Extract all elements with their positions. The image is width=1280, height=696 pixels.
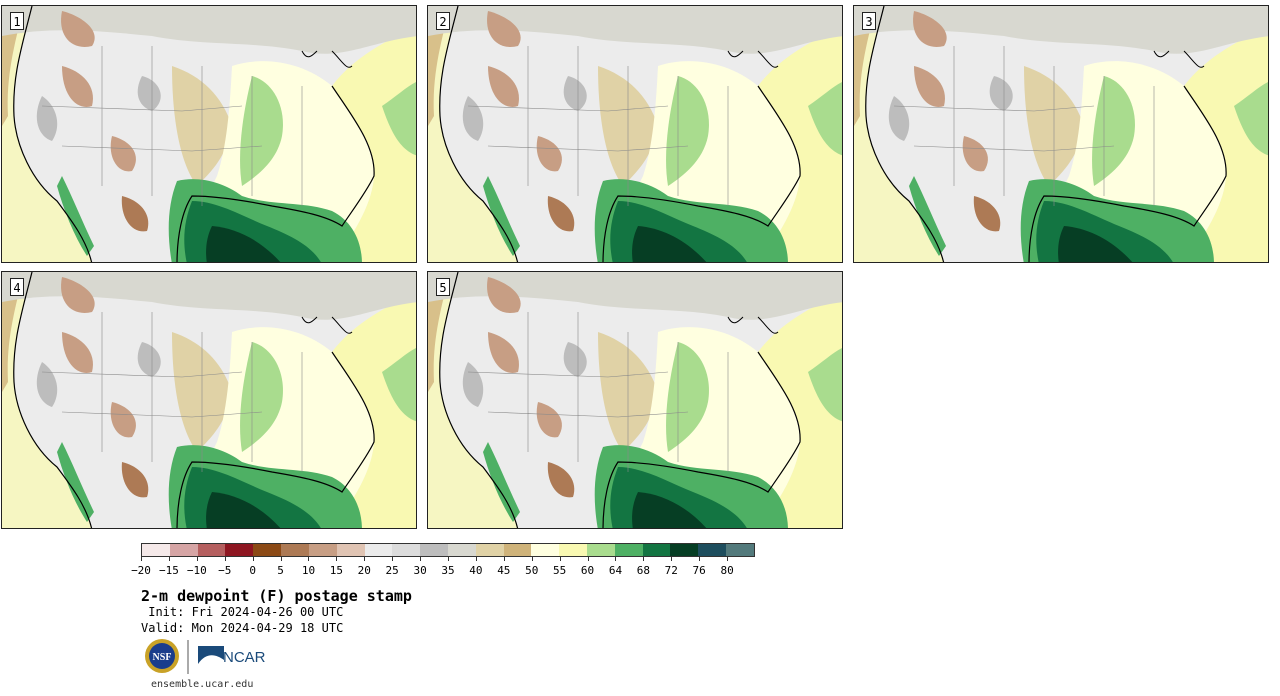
- panel-number: 4: [10, 278, 24, 296]
- colorbar-swatch: [670, 544, 699, 556]
- colorbar-tick-label: 60: [580, 564, 595, 577]
- colorbar-swatch: [642, 544, 671, 556]
- colorbar-swatch: [503, 544, 532, 556]
- colorbar-tick-label: 25: [385, 564, 399, 577]
- colorbar-swatch: [587, 544, 615, 556]
- valid-time: Valid: Mon 2024-04-29 18 UTC: [141, 621, 344, 635]
- panel-number: 3: [862, 12, 876, 30]
- colorbar-tickmark: [531, 557, 533, 561]
- colorbar-tick-label: −5: [218, 564, 232, 577]
- panel-number: 2: [436, 12, 450, 30]
- colorbar-tick-label: 20: [357, 564, 371, 577]
- colorbar-tick-label: −15: [158, 564, 179, 577]
- colorbar-swatch: [364, 544, 393, 556]
- map-panel-2: 2: [427, 5, 843, 263]
- colorbar-tickmark: [224, 557, 226, 561]
- colorbar-tickmark: [587, 557, 589, 561]
- colorbar-swatch: [308, 544, 337, 556]
- colorbar-tick-label: 5: [277, 564, 284, 577]
- colorbar-tickmark: [141, 557, 142, 561]
- colorbar-swatch: [531, 544, 560, 556]
- colorbar-tickmark: [196, 557, 198, 561]
- colorbar-tickmark: [475, 557, 477, 561]
- colorbar-tick-label: 64: [608, 564, 623, 577]
- colorbar-tickmark: [503, 557, 505, 561]
- colorbar-tickmark: [559, 557, 561, 561]
- colorbar-tickmark: [168, 557, 170, 561]
- colorbar-swatch: [475, 544, 504, 556]
- colorbar-tick-label: −10: [186, 564, 207, 577]
- colorbar-swatch: [420, 544, 448, 556]
- dewpoint-colorbar: [141, 543, 755, 557]
- dewpoint-map: [854, 6, 1268, 262]
- map-panel-1: 1: [1, 5, 417, 263]
- colorbar-tick-label: 72: [664, 564, 678, 577]
- map-panel-4: 4: [1, 271, 417, 529]
- colorbar-tick-label: 30: [413, 564, 427, 577]
- chart-title: 2-m dewpoint (F) postage stamp: [141, 587, 412, 605]
- colorbar-swatch: [447, 544, 476, 556]
- colorbar-tick-label: 80: [720, 564, 734, 577]
- colorbar-tickmark: [671, 557, 673, 561]
- dewpoint-map: [428, 272, 842, 528]
- ncar-logo-text: NCAR: [223, 649, 266, 666]
- colorbar-tick-label: 76: [692, 564, 706, 577]
- colorbar-tick-label: 50: [525, 564, 539, 577]
- colorbar-tick-label: 55: [553, 564, 567, 577]
- colorbar-tickmark: [448, 557, 449, 561]
- init-time: Init: Fri 2024-04-26 00 UTC: [141, 605, 344, 619]
- panel-number: 1: [10, 12, 24, 30]
- colorbar-tick-label: 68: [636, 564, 650, 577]
- dewpoint-map: [428, 6, 842, 262]
- colorbar-tickmark: [420, 557, 422, 561]
- colorbar-swatch: [197, 544, 226, 556]
- map-panel-3: 3: [853, 5, 1269, 263]
- colorbar-tickmark: [280, 557, 282, 561]
- colorbar-swatch: [392, 544, 421, 556]
- colorbar-swatch: [336, 544, 365, 556]
- nsf-logo: NSF: [145, 639, 179, 673]
- footer-url: ensemble.ucar.edu: [151, 679, 254, 690]
- colorbar-tickmark: [643, 557, 645, 561]
- dewpoint-map: [2, 6, 416, 262]
- colorbar-tickmark: [336, 557, 338, 561]
- colorbar-swatch: [614, 544, 643, 556]
- colorbar-swatch: [698, 544, 727, 556]
- colorbar-tick-label: 35: [441, 564, 455, 577]
- colorbar-tickmark: [308, 557, 310, 561]
- colorbar-tick-label: 10: [301, 564, 316, 577]
- colorbar-swatch: [281, 544, 309, 556]
- colorbar-tickmark: [364, 557, 366, 561]
- panel-number: 5: [436, 278, 450, 296]
- nsf-logo-text: NSF: [153, 652, 172, 663]
- colorbar-tickmark: [699, 557, 701, 561]
- colorbar-swatch: [559, 544, 587, 556]
- colorbar-tickmark: [727, 557, 729, 561]
- colorbar-tick-label: 15: [329, 564, 343, 577]
- dewpoint-map: [2, 272, 416, 528]
- colorbar-tick-label: 40: [469, 564, 483, 577]
- colorbar-tick-label: 0: [249, 564, 256, 577]
- colorbar-tickmark: [392, 557, 394, 561]
- colorbar-swatch: [142, 544, 170, 556]
- colorbar-tick-label: −20: [131, 564, 151, 577]
- colorbar-tick-label: 45: [497, 564, 511, 577]
- colorbar-swatch: [726, 544, 754, 556]
- colorbar-swatch: [169, 544, 198, 556]
- colorbar-swatch: [225, 544, 254, 556]
- map-panel-5: 5: [427, 271, 843, 529]
- colorbar-tickmark: [615, 557, 617, 561]
- ncar-logo: NCAR: [198, 646, 266, 666]
- colorbar-swatch: [253, 544, 282, 556]
- logo-group: NSF NCAR: [145, 639, 266, 674]
- colorbar-tickmark: [252, 557, 254, 561]
